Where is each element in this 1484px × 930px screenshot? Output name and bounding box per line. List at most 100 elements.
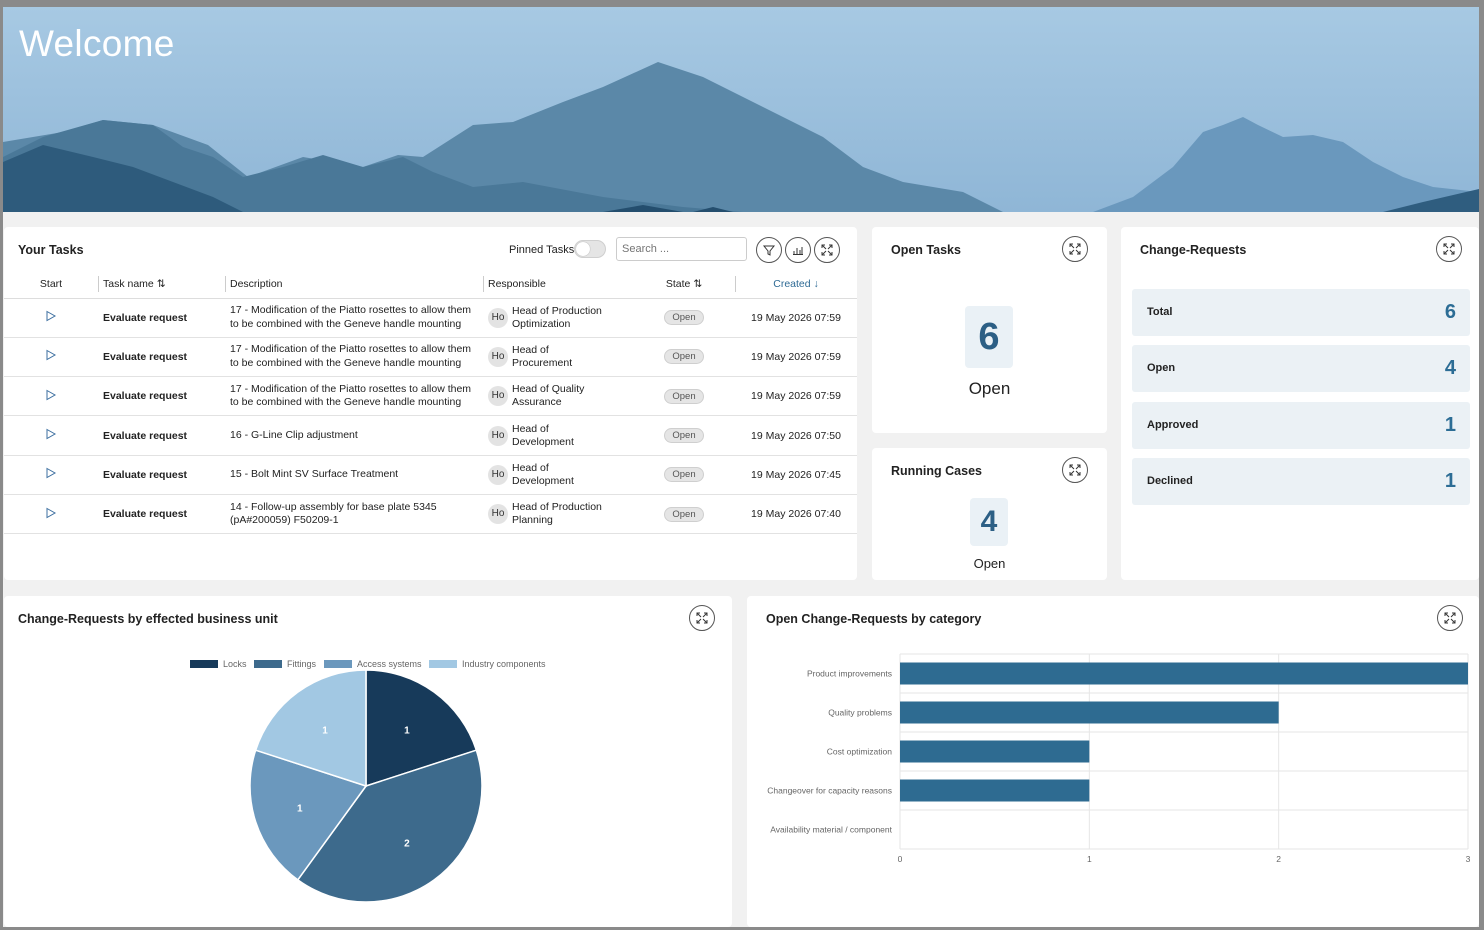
col-state[interactable]: State ⇅ (633, 271, 735, 299)
status-badge: Open (664, 388, 704, 404)
running-cases-value[interactable]: 4 (970, 498, 1008, 546)
play-icon[interactable] (45, 310, 57, 322)
running-cases-title: Running Cases (891, 464, 982, 478)
tasks-table: Start Task name ⇅ Description Responsibl… (4, 271, 857, 535)
description-line-2: to be combined with the Geneve handle mo… (230, 317, 462, 330)
task-name[interactable]: Evaluate request (98, 415, 225, 456)
task-name[interactable]: Evaluate request (98, 298, 225, 338)
col-created[interactable]: Created ↓ (735, 271, 857, 299)
task-name[interactable]: Evaluate request (98, 376, 225, 417)
task-description: 16 - G-Line Clip adjustment (225, 415, 483, 456)
chart-view-button[interactable] (785, 237, 811, 263)
table-row[interactable]: Evaluate request 16 - G-Line Clip adjustm… (4, 415, 857, 456)
filter-button[interactable] (756, 237, 782, 263)
task-responsible: Ho Head of Production Optimization (483, 298, 633, 338)
state-cell: Open (633, 298, 735, 338)
col-task-name-label: Task name (103, 278, 154, 291)
open-tasks-card: Open Tasks 6 Open (872, 227, 1107, 433)
description-line-1: 17 - Modification of the Piatto rosettes… (230, 343, 472, 356)
x-tick-label: 2 (1276, 854, 1281, 864)
responsible-line-1: Head of Production (512, 304, 602, 317)
col-start: Start (4, 271, 98, 299)
avatar: Ho (488, 464, 508, 485)
task-responsible: Ho Head of Production Planning (483, 494, 633, 535)
welcome-title: Welcome (19, 23, 175, 64)
play-icon[interactable] (45, 507, 57, 519)
task-description: 17 - Modification of the Piatto rosettes… (225, 337, 483, 378)
play-icon[interactable] (45, 389, 57, 401)
state-cell: Open (633, 337, 735, 378)
col-responsible: Responsible (483, 271, 633, 299)
start-cell (4, 494, 98, 535)
legend-label: Access systems (357, 659, 422, 669)
state-cell: Open (633, 455, 735, 495)
open-tasks-label: Open (968, 379, 1011, 398)
cr-total-row[interactable]: Total 6 (1132, 289, 1470, 336)
responsible-line-1: Head of (512, 343, 549, 356)
legend-swatch (190, 660, 218, 668)
bar (900, 662, 1468, 685)
created-cell: 19 May 2026 07:50 (735, 415, 857, 456)
running-cases-card: Running Cases 4 Open (872, 448, 1107, 580)
expand-open-tasks-button[interactable] (1062, 236, 1088, 262)
expand-tasks-button[interactable] (814, 237, 840, 263)
sort-icon: ⇅ (693, 278, 703, 291)
task-name[interactable]: Evaluate request (98, 494, 225, 535)
task-name[interactable]: Evaluate request (98, 337, 225, 378)
table-row[interactable]: Evaluate request 17 - Modification of the… (4, 337, 857, 378)
created-cell: 19 May 2026 07:59 (735, 337, 857, 378)
bar-chart-card: Open Change-Requests by category 0 1 2 3 Pro… (747, 596, 1479, 927)
expand-running-cases-button[interactable] (1062, 457, 1088, 483)
tasks-header-row: Start Task name ⇅ Description Responsibl… (4, 271, 857, 299)
table-row[interactable]: Evaluate request 14 - Follow-up assembly … (4, 494, 857, 535)
start-cell (4, 298, 98, 338)
cr-declined-value: 1 (1444, 470, 1456, 492)
avatar: Ho (488, 425, 508, 446)
task-description: 17 - Modification of the Piatto rosettes… (225, 376, 483, 417)
pinned-tasks-toggle[interactable] (574, 240, 606, 258)
table-row[interactable]: Evaluate request 17 - Modification of the… (4, 376, 857, 417)
pie-chart: Locks Fittings Access systems Industry comp… (190, 659, 546, 903)
bar (900, 701, 1279, 724)
legend-label: Industry components (462, 659, 546, 669)
expand-icon (696, 612, 708, 624)
pie-chart-card: Change-Requests by effected business uni… (4, 596, 732, 927)
cr-approved-label: Approved (1147, 419, 1199, 431)
expand-icon (1069, 243, 1081, 255)
play-icon[interactable] (45, 428, 57, 440)
cr-approved-row[interactable]: Approved 1 (1132, 402, 1470, 449)
cr-declined-row[interactable]: Declined 1 (1132, 458, 1470, 505)
responsible-line-2: Optimization (512, 317, 571, 330)
description-line-2: to be combined with the Geneve handle mo… (230, 396, 462, 409)
expand-change-requests-button[interactable] (1436, 236, 1462, 262)
y-category-label: Cost optimization (827, 747, 892, 757)
expand-pie-chart-button[interactable] (689, 605, 715, 631)
start-cell (4, 376, 98, 417)
status-badge: Open (664, 428, 704, 444)
legend-label: Fittings (287, 659, 317, 669)
play-icon[interactable] (45, 349, 57, 361)
col-description: Description (225, 271, 483, 299)
open-tasks-value[interactable]: 6 (965, 306, 1013, 368)
table-row[interactable]: Evaluate request 15 - Bolt Mint SV Surfac… (4, 455, 857, 495)
cr-open-row[interactable]: Open 4 (1132, 345, 1470, 392)
table-row[interactable]: Evaluate request 17 - Modification of the… (4, 298, 857, 338)
task-name[interactable]: Evaluate request (98, 455, 225, 495)
sort-icon: ⇅ (156, 278, 166, 291)
cr-total-label: Total (1147, 306, 1173, 318)
created-cell: 19 May 2026 07:59 (735, 298, 857, 338)
x-tick-label: 1 (1087, 854, 1092, 864)
legend-swatch (429, 660, 457, 668)
pie-slice-label: 1 (404, 726, 410, 737)
responsible-line-2: Procurement (512, 356, 573, 369)
description-line-2: to be combined with the Geneve handle mo… (230, 356, 462, 369)
change-requests-card: Change-Requests Total 6 Open 4 Approved … (1121, 227, 1479, 580)
expand-bar-chart-button[interactable] (1437, 605, 1463, 631)
state-cell: Open (633, 494, 735, 535)
start-cell (4, 415, 98, 456)
state-cell: Open (633, 376, 735, 417)
col-task-name[interactable]: Task name ⇅ (98, 271, 225, 299)
tasks-search-input[interactable] (616, 237, 747, 261)
play-icon[interactable] (45, 467, 57, 479)
responsible-line-2: Development (512, 474, 574, 487)
